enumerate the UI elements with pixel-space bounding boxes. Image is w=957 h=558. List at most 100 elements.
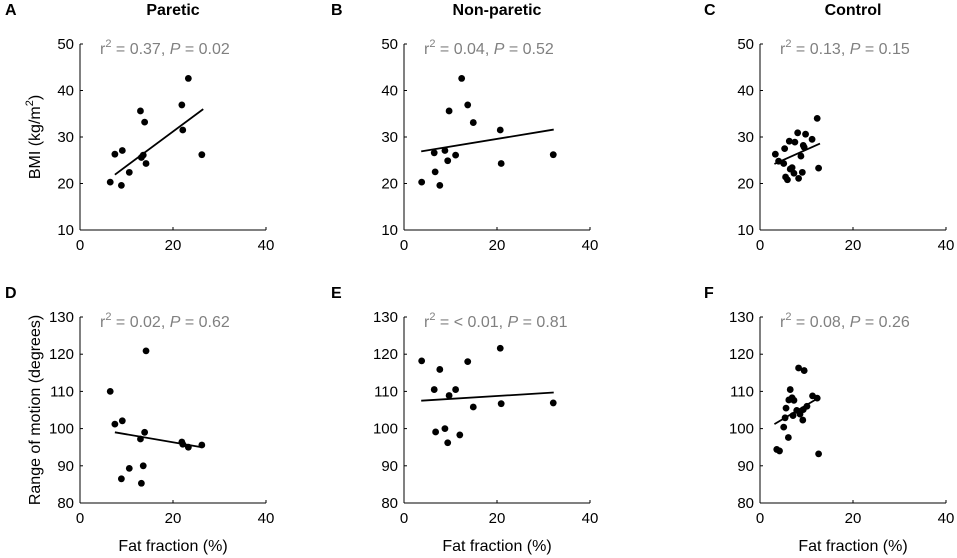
data-point bbox=[444, 157, 452, 165]
data-point bbox=[436, 366, 444, 373]
y-tick-label: 30 bbox=[737, 129, 754, 146]
data-point bbox=[141, 118, 149, 126]
data-point bbox=[111, 420, 119, 428]
data-point bbox=[432, 428, 440, 436]
data-point bbox=[791, 138, 799, 146]
data-point bbox=[456, 431, 464, 439]
y-axis-label: Range of motion (degrees) bbox=[27, 315, 44, 505]
data-point bbox=[125, 465, 133, 472]
data-point bbox=[430, 149, 438, 157]
p-value: 0.62 bbox=[199, 314, 230, 331]
data-point bbox=[497, 400, 505, 408]
stat-annotation: r2 = 0.13, P = 0.15 bbox=[780, 38, 910, 58]
data-point bbox=[441, 425, 449, 432]
x-tick-label: 0 bbox=[400, 510, 408, 527]
y-axis-label: BMI (kg/m2) bbox=[24, 95, 44, 179]
panel-b: 10 20 30 40 50 0 20 40 B Non-paretic r2 = 0.04, P … bbox=[331, 2, 598, 254]
data-point bbox=[780, 423, 788, 431]
x-tick-label: 20 bbox=[845, 237, 862, 254]
p-value: 0.26 bbox=[879, 314, 910, 331]
data-point bbox=[771, 150, 779, 158]
data-point bbox=[813, 115, 821, 122]
data-point bbox=[141, 428, 149, 436]
x-tick-label: 40 bbox=[582, 237, 599, 254]
data-point bbox=[464, 358, 472, 366]
x-tick-label: 40 bbox=[938, 510, 955, 527]
data-point bbox=[444, 439, 452, 447]
y-tick-label: 40 bbox=[381, 83, 398, 100]
x-tick-label: 20 bbox=[165, 237, 182, 254]
data-point bbox=[800, 367, 808, 374]
stat-annotation: r2 = 0.37, P = 0.02 bbox=[100, 38, 230, 58]
data-point bbox=[452, 386, 460, 393]
stat-annotation: r2 = < 0.01, P = 0.81 bbox=[424, 311, 568, 331]
y-tick-label: 120 bbox=[373, 346, 398, 363]
panel-letter: F bbox=[704, 285, 714, 302]
y-tick-label: 20 bbox=[381, 176, 398, 193]
x-axis-label: Fat fraction (%) bbox=[442, 538, 551, 555]
panel-d: 80 90 100 110 120 130 0 20 40 Dr2 = 0.02, P = 0.6… bbox=[5, 285, 274, 555]
y-tick-label: 100 bbox=[373, 421, 398, 438]
y-tick-label: 50 bbox=[57, 36, 74, 53]
y-tick-label: 100 bbox=[729, 421, 754, 438]
data-point bbox=[441, 147, 449, 154]
x-tick-label: 20 bbox=[165, 510, 182, 527]
data-point bbox=[117, 475, 125, 483]
y-tick-label: 130 bbox=[49, 309, 74, 326]
data-point bbox=[781, 145, 789, 153]
data-point bbox=[179, 126, 187, 134]
y-tick-label: 130 bbox=[373, 309, 398, 326]
data-point bbox=[452, 151, 460, 159]
data-point bbox=[790, 169, 798, 177]
data-point bbox=[142, 160, 150, 167]
data-point bbox=[798, 168, 806, 176]
data-point bbox=[139, 462, 147, 470]
data-point bbox=[106, 178, 114, 186]
data-point bbox=[784, 176, 791, 184]
y-tick-label: 50 bbox=[381, 36, 398, 53]
data-point bbox=[469, 403, 477, 411]
data-point bbox=[776, 447, 783, 455]
panel-letter: C bbox=[704, 2, 716, 19]
stat-annotation: r2 = 0.02, P = 0.62 bbox=[100, 311, 230, 331]
x-tick-label: 0 bbox=[400, 237, 408, 254]
r2-value: 0.02 bbox=[130, 314, 161, 331]
data-point bbox=[794, 129, 802, 137]
data-point bbox=[795, 364, 802, 372]
x-tick-label: 0 bbox=[76, 237, 84, 254]
data-point bbox=[808, 135, 816, 143]
x-tick-label: 20 bbox=[845, 510, 862, 527]
y-tick-label: 110 bbox=[50, 383, 74, 400]
data-point bbox=[125, 168, 133, 176]
stat-annotation: r2 = 0.04, P = 0.52 bbox=[424, 38, 554, 58]
x-tick-label: 40 bbox=[258, 237, 275, 254]
data-point bbox=[178, 101, 186, 109]
data-point bbox=[464, 101, 472, 109]
data-point bbox=[431, 168, 439, 176]
x-tick-label: 20 bbox=[489, 510, 506, 527]
data-point bbox=[418, 357, 426, 365]
data-point bbox=[496, 344, 504, 352]
x-tick-label: 0 bbox=[756, 237, 764, 254]
data-point bbox=[430, 386, 438, 393]
data-point bbox=[118, 417, 126, 425]
p-value: 0.52 bbox=[523, 41, 554, 58]
data-point bbox=[436, 181, 444, 189]
p-value: 0.02 bbox=[199, 41, 230, 58]
data-point bbox=[469, 119, 477, 126]
panel-letter: B bbox=[331, 2, 343, 19]
data-point bbox=[795, 174, 802, 182]
data-point bbox=[137, 479, 145, 487]
regression-line bbox=[421, 391, 554, 402]
panel-letter: A bbox=[5, 2, 17, 19]
y-tick-label: 10 bbox=[57, 222, 74, 239]
r2-value: < 0.01 bbox=[454, 314, 499, 331]
y-tick-label: 110 bbox=[374, 383, 398, 400]
panel-letter: D bbox=[5, 285, 17, 302]
regression-line bbox=[773, 396, 821, 425]
data-point bbox=[142, 347, 150, 355]
data-point bbox=[445, 107, 453, 115]
data-point bbox=[802, 130, 809, 138]
stat-annotation: r2 = 0.08, P = 0.26 bbox=[780, 311, 910, 331]
